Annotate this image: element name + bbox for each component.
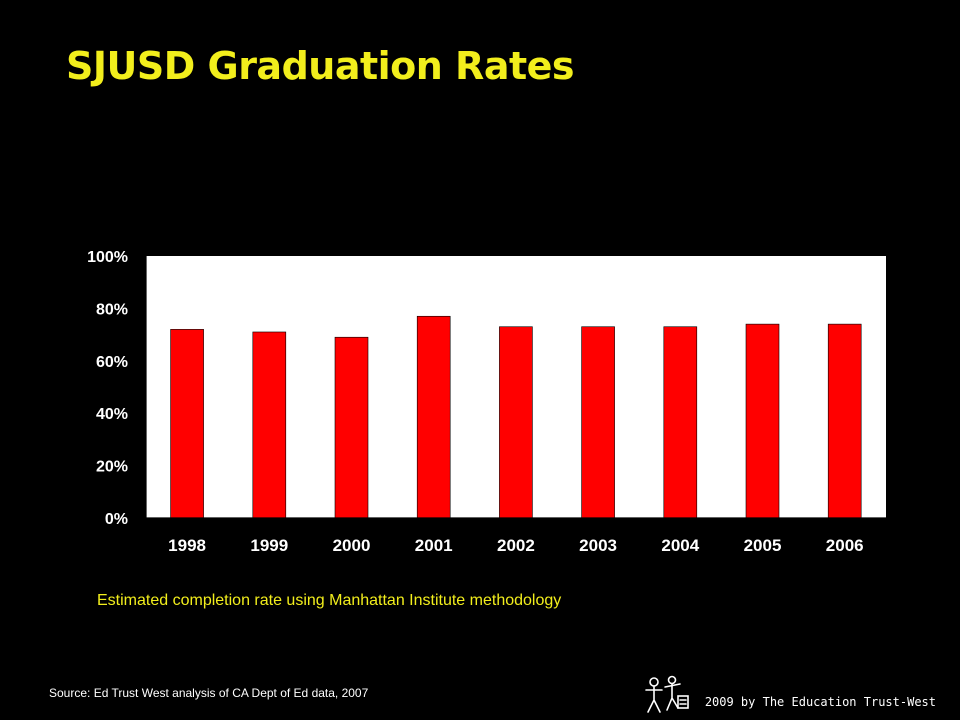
data-label-2000: 69% <box>335 302 367 319</box>
data-label-2004: 73% <box>664 292 696 309</box>
y-tick-label: 20% <box>96 459 128 476</box>
slide-title: SJUSD Graduation Rates <box>66 44 575 88</box>
x-tick-label-2006: 2006 <box>826 536 864 555</box>
x-tick-label-1999: 1999 <box>250 536 288 555</box>
bar-2006 <box>827 323 862 519</box>
data-label-2003: 73% <box>582 292 614 309</box>
bar-1998 <box>170 329 204 519</box>
y-tick-label: 100% <box>87 249 128 266</box>
data-label-2002: 73% <box>500 292 532 309</box>
y-tick-label: 40% <box>96 406 128 423</box>
bar-2003 <box>581 326 615 519</box>
y-tick-label: 80% <box>96 301 128 318</box>
x-tick-label-2002: 2002 <box>497 536 535 555</box>
bar-2001 <box>416 315 451 519</box>
bar-1999 <box>252 331 287 519</box>
data-label-2001: 77% <box>418 281 450 298</box>
data-label-2006: 74% <box>829 301 861 318</box>
bar-2000 <box>334 336 369 519</box>
x-tick-label-2000: 2000 <box>333 536 371 555</box>
y-tick-label: 60% <box>96 354 128 371</box>
bar-2004 <box>663 326 698 519</box>
x-tick-label-2005: 2005 <box>744 536 782 555</box>
bar-2002 <box>499 326 533 519</box>
education-trust-logo-icon <box>645 675 689 713</box>
copyright-credit: 2009 by The Education Trust-West <box>704 695 936 709</box>
data-label-2005: 74% <box>746 301 778 318</box>
data-label-1999: 71% <box>253 291 285 308</box>
x-tick-label-2003: 2003 <box>579 536 617 555</box>
y-tick-label: 0% <box>105 511 128 528</box>
chart-subtitle: Estimated completion rate using Manhatta… <box>97 592 562 609</box>
source-note: Source: Ed Trust West analysis of CA Dep… <box>49 686 369 700</box>
x-tick-label-2001: 2001 <box>415 536 453 555</box>
x-tick-label-2004: 2004 <box>661 536 699 555</box>
x-tick-label-1998: 1998 <box>168 536 206 555</box>
bar-2005 <box>745 323 780 519</box>
data-label-1998: 72% <box>171 288 203 305</box>
